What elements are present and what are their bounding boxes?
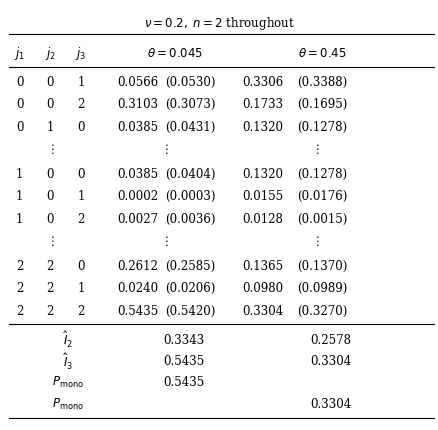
Text: 1: 1	[16, 213, 23, 226]
Text: (0.0431): (0.0431)	[165, 121, 216, 134]
Text: (0.0036): (0.0036)	[165, 213, 216, 226]
Text: 0.2578: 0.2578	[310, 334, 351, 347]
Text: (0.0015): (0.0015)	[297, 213, 347, 226]
Text: 2: 2	[16, 260, 23, 273]
Text: 0.1320: 0.1320	[242, 121, 283, 134]
Text: 1: 1	[78, 283, 85, 295]
Text: $j_3$: $j_3$	[75, 45, 87, 62]
Text: $\vdots$: $\vdots$	[311, 235, 320, 248]
Text: (0.1278): (0.1278)	[297, 168, 347, 181]
Text: $\vdots$: $\vdots$	[46, 235, 55, 248]
Text: 0: 0	[46, 98, 54, 111]
Text: 0.0385: 0.0385	[117, 168, 159, 181]
Text: (0.0003): (0.0003)	[165, 190, 216, 203]
Text: (0.1695): (0.1695)	[297, 98, 347, 111]
Text: 0.2612: 0.2612	[117, 260, 159, 273]
Text: 0.0027: 0.0027	[117, 213, 159, 226]
Text: 0.1320: 0.1320	[242, 168, 283, 181]
Text: $\vdots$: $\vdots$	[160, 235, 169, 248]
Text: 1: 1	[16, 168, 23, 181]
Text: 0.3343: 0.3343	[163, 334, 205, 347]
Text: 0.3304: 0.3304	[310, 397, 351, 411]
Text: 2: 2	[16, 305, 23, 318]
Text: 2: 2	[47, 260, 54, 273]
Text: 0.3304: 0.3304	[310, 355, 351, 368]
Text: 0.0566: 0.0566	[117, 76, 159, 89]
Text: 0: 0	[46, 190, 54, 203]
Text: $\vdots$: $\vdots$	[46, 143, 55, 156]
Text: (0.3388): (0.3388)	[297, 76, 347, 89]
Text: (0.3073): (0.3073)	[165, 98, 216, 111]
Text: 0: 0	[46, 76, 54, 89]
Text: 0.0002: 0.0002	[117, 190, 159, 203]
Text: 1: 1	[78, 190, 85, 203]
Text: $\theta = 0.45$: $\theta = 0.45$	[297, 47, 346, 60]
Text: 0.0240: 0.0240	[117, 283, 159, 295]
Text: 0.3304: 0.3304	[242, 305, 283, 318]
Text: 0: 0	[46, 213, 54, 226]
Text: 0.0385: 0.0385	[117, 121, 159, 134]
Text: $P_{\mathrm{mono}}$: $P_{\mathrm{mono}}$	[52, 375, 84, 390]
Text: 0: 0	[16, 98, 24, 111]
Text: 0: 0	[46, 168, 54, 181]
Text: 0: 0	[16, 76, 24, 89]
Text: (0.0206): (0.0206)	[165, 283, 216, 295]
Text: (0.1370): (0.1370)	[297, 260, 347, 273]
Text: 0: 0	[16, 121, 24, 134]
Text: 1: 1	[78, 76, 85, 89]
Text: 1: 1	[47, 121, 54, 134]
Text: 0: 0	[77, 121, 85, 134]
Text: 0.5435: 0.5435	[117, 305, 159, 318]
Text: 0.0155: 0.0155	[242, 190, 283, 203]
Text: 1: 1	[16, 190, 23, 203]
Text: $P_{\mathrm{mono}}$: $P_{\mathrm{mono}}$	[52, 396, 84, 412]
Text: (0.3270): (0.3270)	[297, 305, 347, 318]
Text: $\vdots$: $\vdots$	[311, 143, 320, 156]
Text: (0.1278): (0.1278)	[297, 121, 347, 134]
Text: 0.0128: 0.0128	[242, 213, 283, 226]
Text: (0.0404): (0.0404)	[165, 168, 216, 181]
Text: (0.0530): (0.0530)	[165, 76, 216, 89]
Text: 2: 2	[16, 283, 23, 295]
Text: 0: 0	[77, 260, 85, 273]
Text: 2: 2	[47, 283, 54, 295]
Text: 0.5435: 0.5435	[163, 376, 205, 389]
Text: 0.0980: 0.0980	[242, 283, 283, 295]
Text: (0.0176): (0.0176)	[297, 190, 347, 203]
Text: 2: 2	[47, 305, 54, 318]
Text: $\theta = 0.045$: $\theta = 0.045$	[147, 47, 203, 60]
Text: 2: 2	[78, 213, 85, 226]
Text: $\vdots$: $\vdots$	[160, 143, 169, 156]
Text: 0: 0	[77, 168, 85, 181]
Text: 2: 2	[78, 98, 85, 111]
Text: (0.5420): (0.5420)	[165, 305, 216, 318]
Text: 0.5435: 0.5435	[163, 355, 205, 368]
Text: $\hat{I}_2$: $\hat{I}_2$	[63, 330, 73, 350]
Text: 0.3306: 0.3306	[242, 76, 283, 89]
Text: (0.2585): (0.2585)	[166, 260, 215, 273]
Text: 0.1733: 0.1733	[242, 98, 283, 111]
Text: 2: 2	[78, 305, 85, 318]
Text: 0.1365: 0.1365	[242, 260, 283, 273]
Text: $j_2$: $j_2$	[45, 45, 56, 62]
Text: $\nu = 0.2,\ n = 2$ throughout: $\nu = 0.2,\ n = 2$ throughout	[144, 15, 294, 32]
Text: (0.0989): (0.0989)	[297, 283, 347, 295]
Text: 0.3103: 0.3103	[117, 98, 159, 111]
Text: $j_1$: $j_1$	[14, 45, 25, 62]
Text: $\hat{I}_3$: $\hat{I}_3$	[63, 351, 73, 372]
